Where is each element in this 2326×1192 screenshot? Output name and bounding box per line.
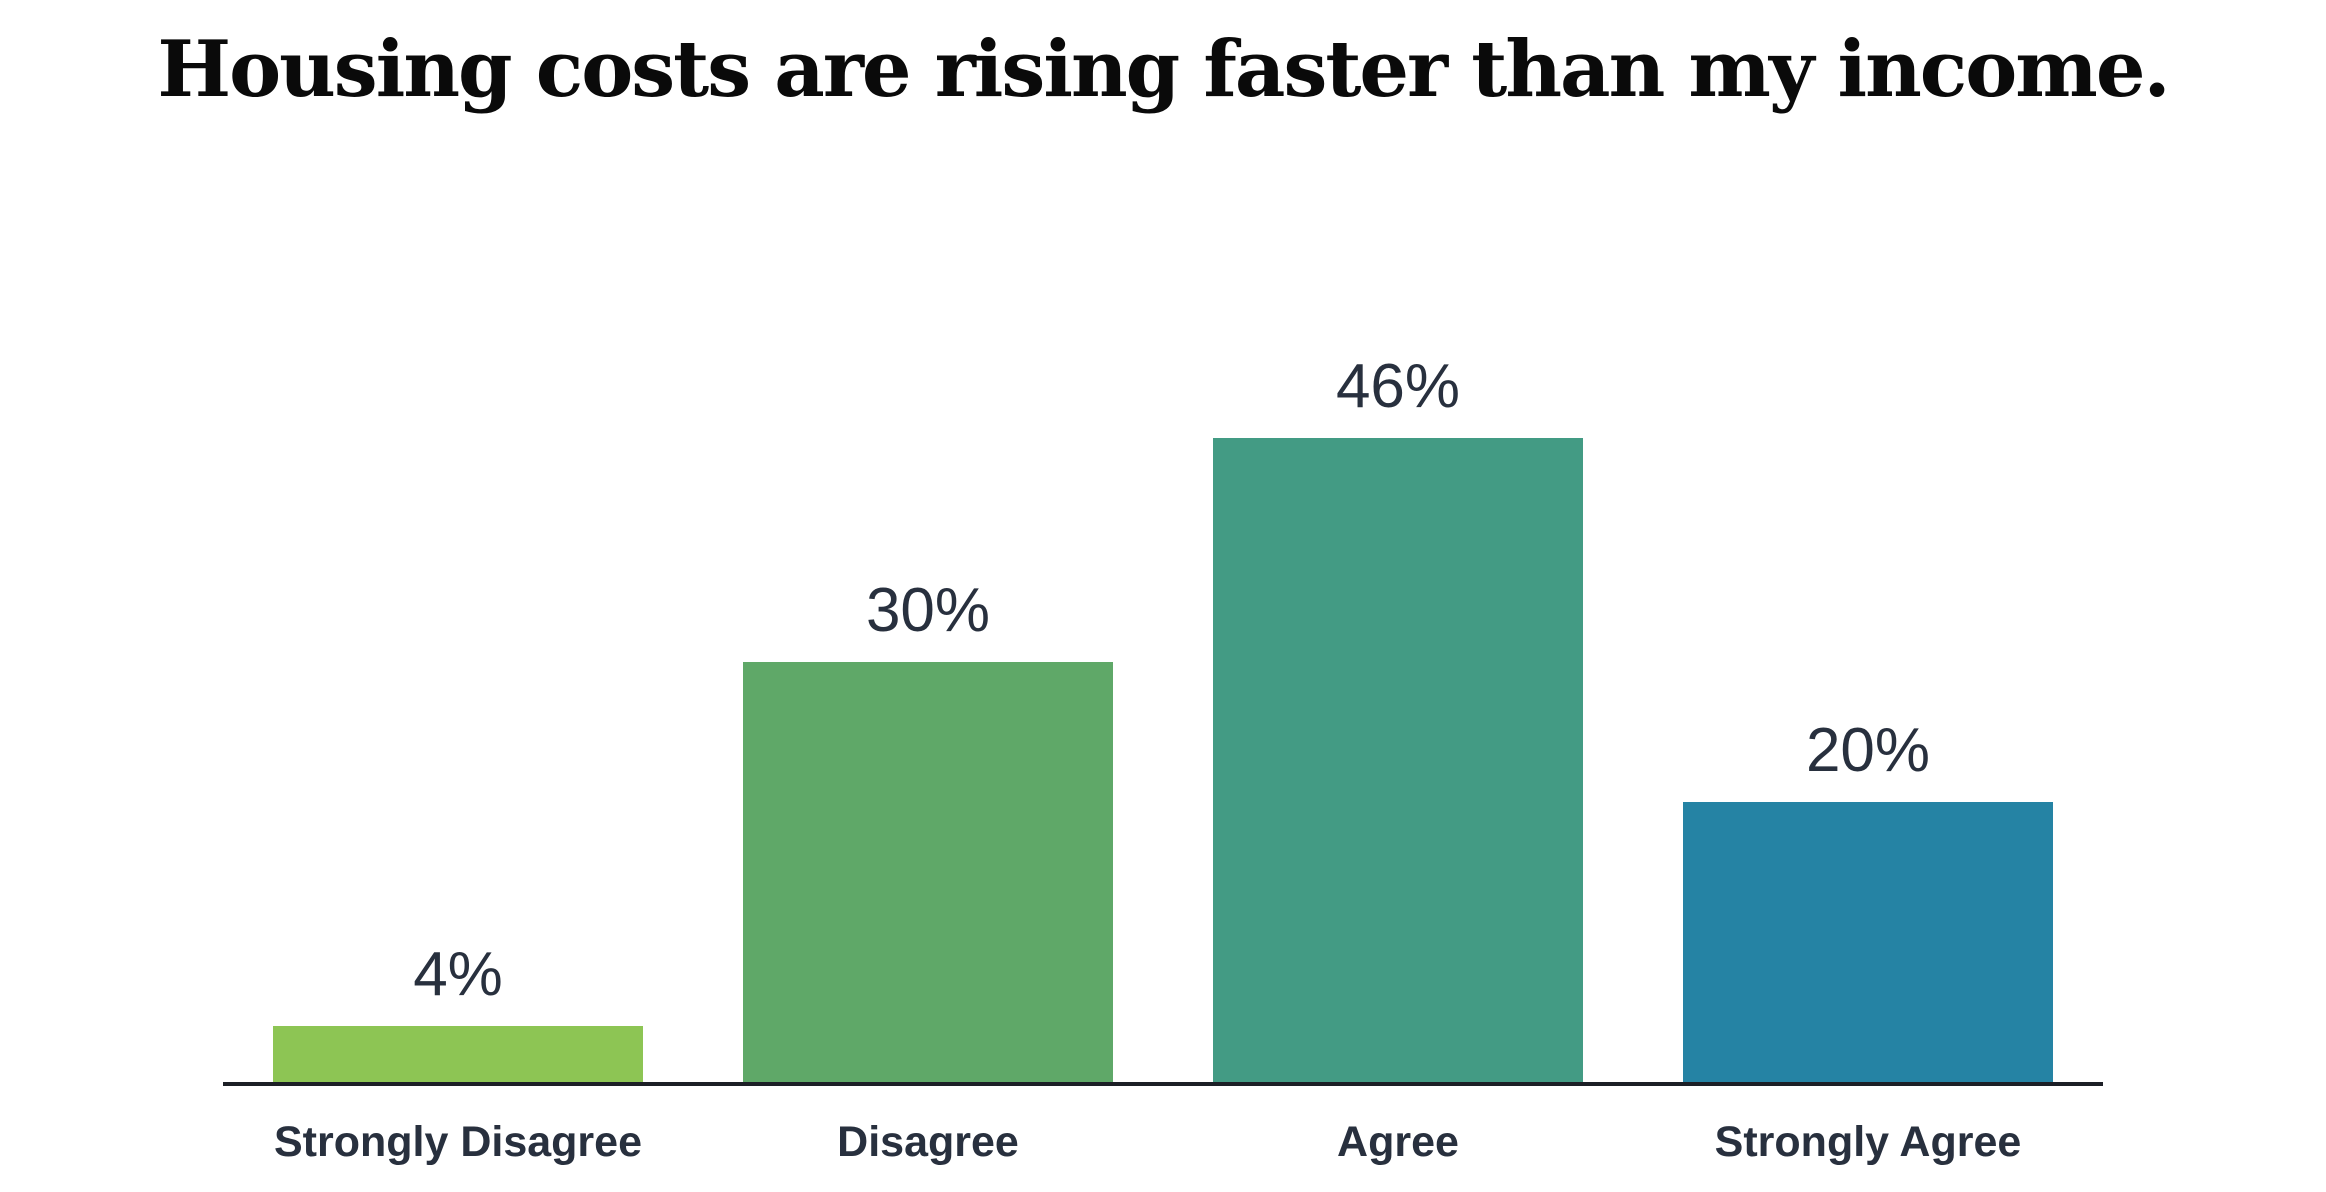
bar-strongly-disagree xyxy=(273,1026,643,1082)
bar-value-label-strongly-agree: 20% xyxy=(1805,716,1931,785)
x-axis-category-label-strongly-disagree: Strongly Disagree xyxy=(274,1118,642,1166)
bar-column-agree: 46% xyxy=(1163,356,1633,1082)
bar-value-label-strongly-disagree: 4% xyxy=(413,940,503,1009)
bar-column-strongly-agree: 20% xyxy=(1633,720,2103,1082)
bar-disagree xyxy=(743,662,1113,1082)
bar-value-label-disagree: 30% xyxy=(865,576,991,645)
bar-agree xyxy=(1213,438,1583,1082)
bar-value-label-agree: 46% xyxy=(1335,352,1461,421)
bar-strongly-agree xyxy=(1683,802,2053,1082)
bar-column-strongly-disagree: 4% xyxy=(223,944,693,1082)
chart-title: Housing costs are rising faster than my … xyxy=(157,24,2170,115)
x-axis-category-row: Strongly Disagree Disagree Agree Strongly A… xyxy=(223,1118,2103,1167)
bar-column-disagree: 30% xyxy=(693,580,1163,1082)
x-axis-category-label-strongly-agree: Strongly Agree xyxy=(1714,1118,2022,1166)
bar-plot-area: 4% 30% 46% 20% xyxy=(223,356,2103,1082)
x-axis-category-label-agree: Agree xyxy=(1337,1118,1459,1166)
x-axis-category-label-disagree: Disagree xyxy=(837,1118,1019,1166)
x-axis-line xyxy=(223,1082,2103,1086)
